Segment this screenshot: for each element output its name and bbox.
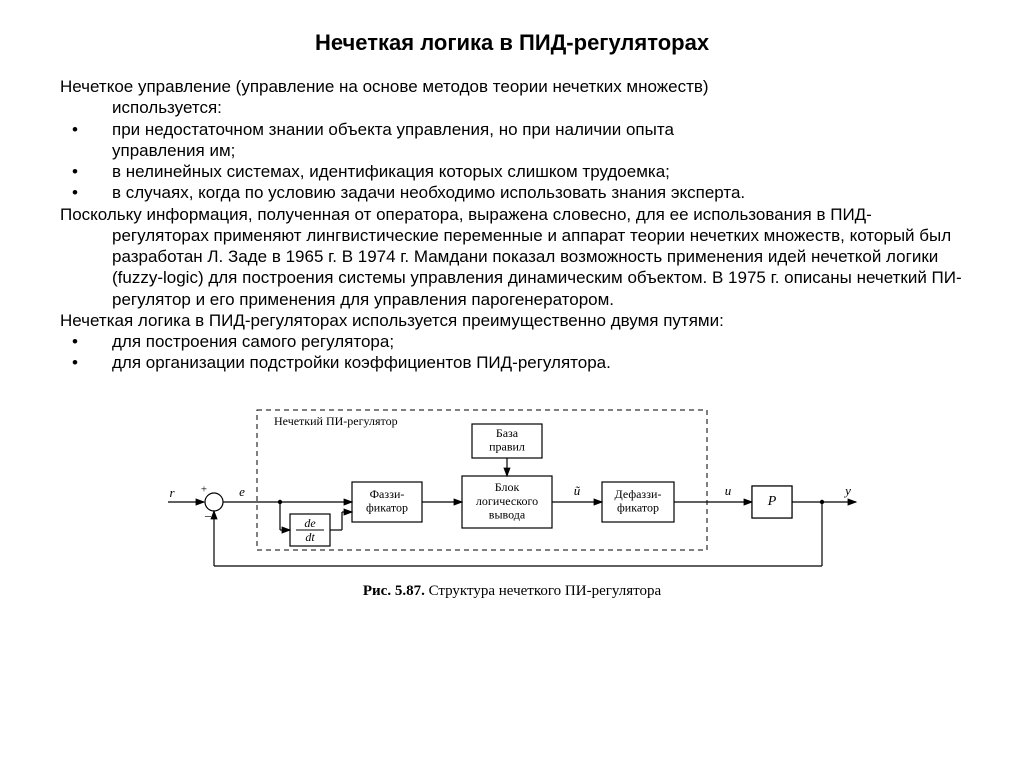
page-title: Нечеткая логика в ПИД-регуляторах [60, 30, 964, 56]
bullet-5: для организации подстройки коэффициентов… [60, 352, 964, 373]
caption-text: Структура нечеткого ПИ-регулятора [425, 583, 661, 599]
svg-text:de: de [304, 515, 316, 529]
svg-text:ũ: ũ [574, 482, 581, 497]
intro-line2: используется: [112, 98, 222, 117]
bullet-1-line1: при недостаточном знании объекта управле… [112, 120, 674, 139]
svg-text:логического: логического [476, 493, 538, 507]
svg-text:правил: правил [489, 439, 525, 453]
svg-text:−: − [204, 508, 211, 523]
svg-text:База: База [496, 425, 519, 439]
bullet-1-line2: управления им; [112, 141, 235, 160]
paragraph-3: Нечеткая логика в ПИД-регуляторах исполь… [60, 310, 964, 331]
svg-text:e: e [239, 483, 245, 498]
svg-text:Блок: Блок [495, 479, 520, 493]
paragraph-2: Поскольку информация, полученная от опер… [60, 204, 964, 310]
bullet-3: в случаях, когда по условию задачи необх… [60, 182, 964, 203]
svg-text:+: + [201, 483, 207, 495]
caption-number: Рис. 5.87. [363, 583, 425, 599]
svg-text:фикатор: фикатор [366, 500, 408, 514]
svg-text:Нечеткий ПИ-регулятор: Нечеткий ПИ-регулятор [274, 413, 398, 427]
svg-text:r: r [169, 484, 175, 499]
svg-text:вывода: вывода [489, 507, 526, 521]
svg-text:u: u [725, 482, 732, 497]
svg-text:Фаззи-: Фаззи- [370, 486, 405, 500]
figure-caption: Рис. 5.87. Структура нечеткого ПИ-регуля… [363, 583, 661, 600]
svg-text:dt: dt [305, 529, 315, 543]
intro-line1: Нечеткое управление (управление на основ… [60, 77, 709, 96]
svg-text:y: y [843, 482, 851, 497]
svg-text:фикатор: фикатор [617, 500, 659, 514]
bullet-2: в нелинейных системах, идентификация кот… [60, 161, 964, 182]
bullet-4: для построения самого регулятора; [60, 331, 964, 352]
bullet-1: при недостаточном знании объекта управле… [60, 119, 964, 162]
bullet-list-2: для построения самого регулятора; для ор… [60, 331, 964, 374]
intro-paragraph: Нечеткое управление (управление на основ… [60, 76, 964, 119]
svg-text:Дефаззи-: Дефаззи- [615, 486, 662, 500]
svg-text:P: P [767, 494, 777, 509]
block-diagram: Нечеткий ПИ-регулятор r + − e dedt Фаззи-фикат… [162, 392, 862, 577]
bullet-list-1: при недостаточном знании объекта управле… [60, 119, 964, 204]
